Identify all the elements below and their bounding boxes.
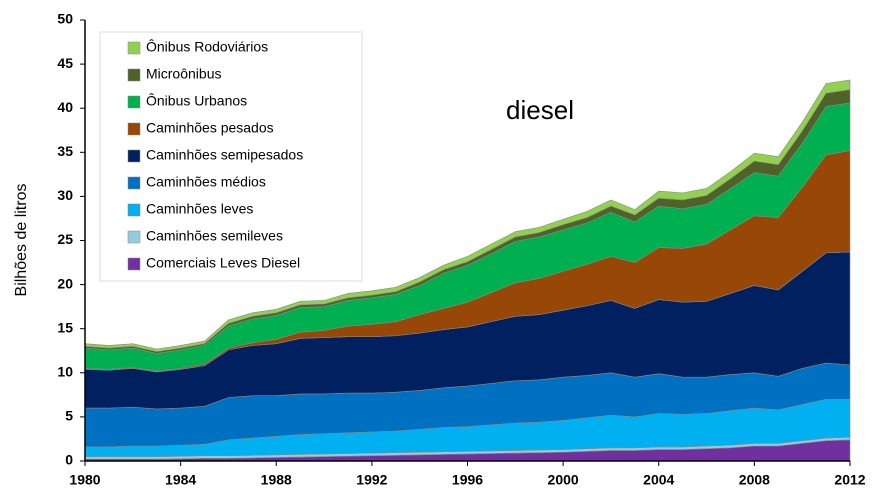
legend-swatch <box>127 95 141 109</box>
y-tick-label: 25 <box>57 231 73 247</box>
y-tick-label: 50 <box>57 11 73 27</box>
legend-swatch <box>127 176 141 190</box>
legend-label: Comerciais Leves Diesel <box>146 255 300 271</box>
legend-label: Ônibus Rodoviários <box>146 39 268 55</box>
y-tick-label: 15 <box>57 319 73 335</box>
legend-box <box>99 31 363 282</box>
area <box>84 79 851 352</box>
legend-swatch <box>127 203 141 217</box>
y-tick-label: 20 <box>57 275 73 291</box>
legend-label: Caminhões semipesados <box>146 147 303 163</box>
legend-label: Microônibus <box>146 66 221 82</box>
legend-swatch <box>127 149 141 163</box>
areas <box>84 79 851 462</box>
y-tick-label: 45 <box>57 55 73 71</box>
legend-label: Ônibus Urbanos <box>146 93 247 109</box>
x-tick-label: 1984 <box>165 472 196 488</box>
legend-swatch <box>127 122 141 136</box>
x-tick-label: 1980 <box>69 472 100 488</box>
y-tick-label: 0 <box>65 452 73 468</box>
y-axis-label: Bilhões de litros <box>13 184 30 297</box>
x-tick-label: 2008 <box>739 472 770 488</box>
x-tick-label: 2012 <box>834 472 865 488</box>
y-tick-label: 35 <box>57 143 73 159</box>
legend-swatch <box>127 68 141 82</box>
y-tick-label: 10 <box>57 364 73 380</box>
legend-label: Caminhões semileves <box>146 228 283 244</box>
legend-label: Caminhões médios <box>146 174 266 190</box>
x-tick-label: 2004 <box>643 472 674 488</box>
x-tick-label: 2000 <box>548 472 579 488</box>
legend-label: Caminhões leves <box>146 201 253 217</box>
legend-swatch <box>127 257 141 271</box>
annotation: diesel <box>506 95 574 125</box>
legend-swatch <box>127 41 141 55</box>
x-tick-label: 1988 <box>261 472 292 488</box>
legend-label: Caminhões pesados <box>146 120 274 136</box>
y-tick-label: 5 <box>65 408 73 424</box>
x-tick-label: 1992 <box>356 472 387 488</box>
legend-swatch <box>127 230 141 244</box>
y-tick-label: 40 <box>57 99 73 115</box>
x-tick-label: 1996 <box>452 472 483 488</box>
y-tick-label: 30 <box>57 187 73 203</box>
